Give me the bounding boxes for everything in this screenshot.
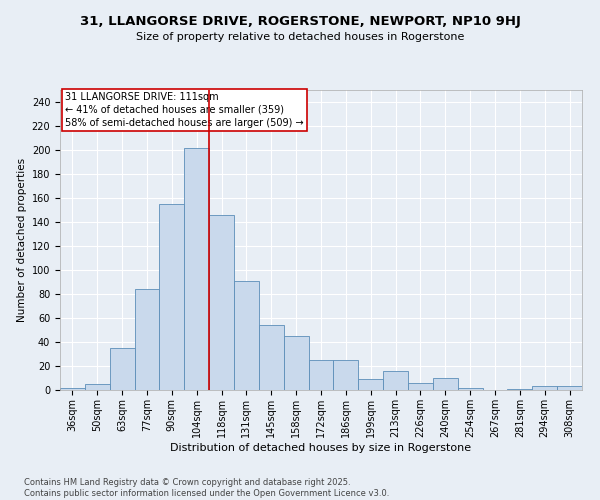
Bar <box>532 386 557 390</box>
Bar <box>110 348 134 390</box>
Bar <box>209 215 234 390</box>
Text: Size of property relative to detached houses in Rogerstone: Size of property relative to detached ho… <box>136 32 464 42</box>
Bar <box>433 378 458 390</box>
Bar <box>134 289 160 390</box>
Bar <box>557 386 582 390</box>
X-axis label: Distribution of detached houses by size in Rogerstone: Distribution of detached houses by size … <box>170 442 472 452</box>
Bar <box>458 388 482 390</box>
Bar <box>259 325 284 390</box>
Bar <box>184 148 209 390</box>
Bar <box>334 360 358 390</box>
Bar <box>383 371 408 390</box>
Bar <box>408 383 433 390</box>
Bar <box>60 388 85 390</box>
Bar <box>284 336 308 390</box>
Text: 31 LLANGORSE DRIVE: 111sqm
← 41% of detached houses are smaller (359)
58% of sem: 31 LLANGORSE DRIVE: 111sqm ← 41% of deta… <box>65 92 304 128</box>
Y-axis label: Number of detached properties: Number of detached properties <box>17 158 28 322</box>
Bar <box>308 360 334 390</box>
Text: 31, LLANGORSE DRIVE, ROGERSTONE, NEWPORT, NP10 9HJ: 31, LLANGORSE DRIVE, ROGERSTONE, NEWPORT… <box>80 15 520 28</box>
Bar <box>160 204 184 390</box>
Bar <box>234 281 259 390</box>
Bar <box>358 379 383 390</box>
Bar <box>508 389 532 390</box>
Bar <box>85 384 110 390</box>
Text: Contains HM Land Registry data © Crown copyright and database right 2025.
Contai: Contains HM Land Registry data © Crown c… <box>24 478 389 498</box>
